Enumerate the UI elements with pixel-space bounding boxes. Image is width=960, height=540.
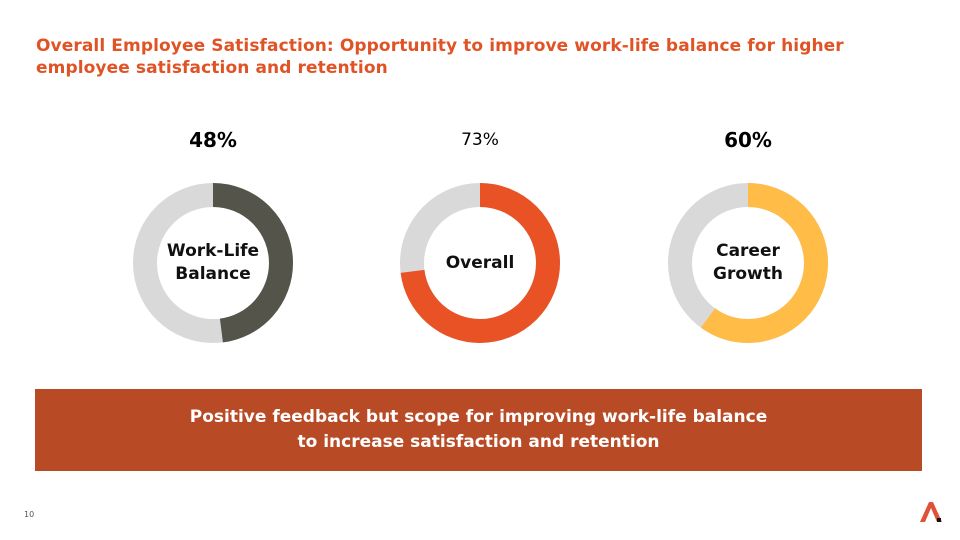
- overall-arc: [400, 183, 560, 343]
- career-growth-label: Career Growth: [713, 241, 783, 284]
- work-life-balance-percent: 48%: [189, 128, 237, 152]
- career-growth-donut-svg: [668, 183, 828, 343]
- overall-percent: 73%: [461, 130, 499, 150]
- work-life-balance-donut-svg: [133, 183, 293, 343]
- company-logo-icon: [918, 500, 944, 524]
- overall-label: Overall: [445, 252, 515, 273]
- overall-donut-svg: [400, 183, 560, 343]
- career-growth-arc: [668, 183, 828, 343]
- overall-donut: Overall: [400, 183, 560, 343]
- work-life-balance-arc: [133, 183, 293, 343]
- logo-mark-icon: [920, 502, 942, 522]
- summary-banner: Positive feedback but scope for improvin…: [35, 389, 922, 471]
- page-number: 10: [24, 510, 35, 519]
- career-growth-donut: Career Growth: [668, 183, 828, 343]
- work-life-balance-donut: Work-Life Balance: [133, 183, 293, 343]
- slide-title: Overall Employee Satisfaction: Opportuni…: [36, 36, 844, 78]
- work-life-balance-label: Work-Life Balance: [166, 241, 260, 284]
- career-growth-percent: 60%: [724, 128, 772, 152]
